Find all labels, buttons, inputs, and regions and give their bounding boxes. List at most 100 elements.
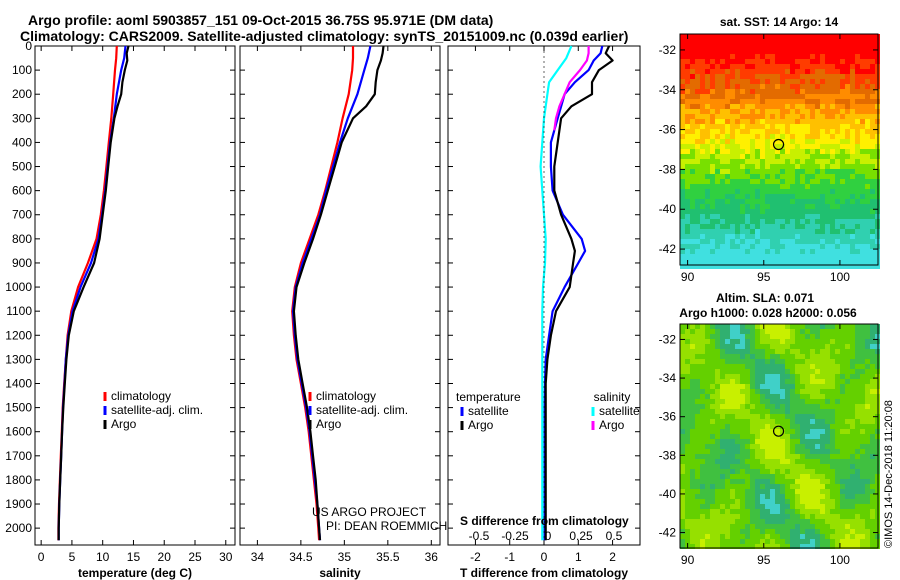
map-cell [865,334,870,339]
map-cell [785,429,790,434]
map-cell [730,264,735,269]
map-cell [850,139,855,144]
map-cell [745,224,750,229]
map-cell [835,464,840,469]
map-cell [725,329,730,334]
map-cell [700,364,705,369]
map-cell [725,264,730,269]
map-cell [700,434,705,439]
lon-tick-label: 100 [830,270,850,284]
map-cell [770,109,775,114]
map-cell [765,244,770,249]
map-cell [740,39,745,44]
map-cell [770,499,775,504]
map-cell [685,139,690,144]
map-cell [845,234,850,239]
map-cell [800,384,805,389]
map-cell [865,159,870,164]
map-cell [685,174,690,179]
map-cell [715,329,720,334]
map-cell [695,164,700,169]
map-cell [810,529,815,534]
map-cell [785,184,790,189]
map-cell [760,44,765,49]
map-cell [685,369,690,374]
map-cell [800,329,805,334]
map-cell [790,344,795,349]
map-cell [695,414,700,419]
map-cell [870,359,875,364]
map-cell [765,204,770,209]
map-cell [845,54,850,59]
map-cell [760,104,765,109]
map-cell [860,329,865,334]
map-cell [775,74,780,79]
map-cell [780,239,785,244]
map-cell [740,259,745,264]
map-cell [800,129,805,134]
map-cell [820,349,825,354]
map-cell [775,354,780,359]
map-cell [770,194,775,199]
map-cell [780,124,785,129]
map-cell [805,524,810,529]
map-cell [860,39,865,44]
map-cell [680,164,685,169]
map-cell [800,224,805,229]
map-cell [715,489,720,494]
map-cell [830,424,835,429]
x-tick-label: 34.5 [289,550,313,564]
map-cell [865,374,870,379]
map-cell [700,39,705,44]
map-cell [775,99,780,104]
map-cell [795,379,800,384]
map-cell [735,414,740,419]
map-cell [770,89,775,94]
map-cell [820,409,825,414]
map-cell [800,209,805,214]
map-cell [740,454,745,459]
map-cell [720,374,725,379]
map-cell [810,94,815,99]
map-cell [710,229,715,234]
map-cell [705,139,710,144]
map-cell [820,239,825,244]
map-cell [740,124,745,129]
map-cell [850,159,855,164]
map-cell [735,184,740,189]
map-cell [830,99,835,104]
map-cell [850,369,855,374]
map-cell [855,164,860,169]
map-cell [750,259,755,264]
map-cell [835,199,840,204]
map-cell [850,424,855,429]
map-cell [745,74,750,79]
map-cell [815,129,820,134]
map-cell [795,474,800,479]
map-cell [725,199,730,204]
map-cell [825,194,830,199]
map-cell [700,219,705,224]
map-cell [750,114,755,119]
map-cell [700,234,705,239]
map-cell [865,104,870,109]
map-cell [705,154,710,159]
map-cell [715,94,720,99]
map-cell [740,69,745,74]
map-cell [755,199,760,204]
map-cell [720,79,725,84]
map-cell [810,504,815,509]
map-cell [790,209,795,214]
map-cell [685,199,690,204]
map-cell [685,494,690,499]
map-cell [715,449,720,454]
map-cell [760,419,765,424]
map-cell [705,354,710,359]
map-cell [850,454,855,459]
map-cell [695,184,700,189]
depth-tick-label: 1800 [5,473,32,487]
map-cell [790,184,795,189]
map-cell [705,399,710,404]
map-cell [870,114,875,119]
map-cell [725,494,730,499]
